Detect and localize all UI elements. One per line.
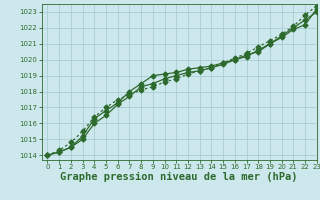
X-axis label: Graphe pression niveau de la mer (hPa): Graphe pression niveau de la mer (hPa) bbox=[60, 172, 298, 182]
